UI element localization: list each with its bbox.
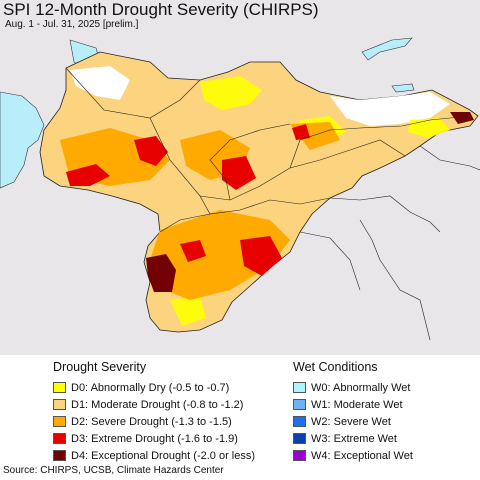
d3-patch-2 bbox=[66, 164, 110, 186]
legend-drought-severity: Drought Severity D0: Abnormally Dry (-0.… bbox=[53, 360, 255, 464]
swatch-w4 bbox=[293, 450, 306, 461]
swatch-w2 bbox=[293, 416, 306, 427]
d2-patch-afghan bbox=[150, 210, 290, 300]
legend-wet-conditions: Wet Conditions W0: Abnormally Wet W1: Mo… bbox=[293, 360, 413, 464]
swatch-d0 bbox=[53, 382, 66, 393]
legend-item-w0: W0: Abnormally Wet bbox=[293, 379, 413, 396]
legend-item-d2: D2: Severe Drought (-1.3 to -1.5) bbox=[53, 413, 255, 430]
legend-label-w0: W0: Abnormally Wet bbox=[311, 381, 411, 394]
lake-issyk-kul bbox=[391, 83, 415, 93]
map-title: SPI 12-Month Drought Severity (CHIRPS) bbox=[3, 0, 319, 19]
legend-item-d3: D3: Extreme Drought (-1.6 to -1.9) bbox=[53, 430, 255, 447]
legend-label-w4: W4: Exceptional Wet bbox=[311, 449, 413, 462]
outer-borders bbox=[329, 145, 480, 341]
swatch-w0 bbox=[293, 382, 306, 393]
d3-patch-4 bbox=[240, 236, 282, 276]
legend-label-d1: D1: Moderate Drought (-0.8 to -1.2) bbox=[71, 398, 244, 411]
lake-balkhash bbox=[361, 37, 413, 61]
d4-patch-2 bbox=[450, 112, 474, 124]
legend-label-d4: D4: Exceptional Drought (-2.0 or less) bbox=[71, 449, 256, 462]
d3-patch-1 bbox=[134, 136, 168, 166]
legend-item-d0: D0: Abnormally Dry (-0.5 to -0.7) bbox=[53, 379, 255, 396]
legend-item-w2: W2: Severe Wet bbox=[293, 413, 413, 430]
d4-patch-1 bbox=[146, 254, 176, 292]
swatch-w1 bbox=[293, 399, 306, 410]
d3-patch-6 bbox=[180, 240, 206, 262]
d3-patch-5 bbox=[292, 124, 310, 140]
legend-drought-title: Drought Severity bbox=[53, 360, 147, 374]
swatch-d2 bbox=[53, 416, 66, 427]
caspian-sea bbox=[0, 91, 45, 189]
legend-item-d1: D1: Moderate Drought (-0.8 to -1.2) bbox=[53, 396, 255, 413]
d0-patch-3 bbox=[408, 118, 450, 138]
legend-item-d4: D4: Exceptional Drought (-2.0 or less) bbox=[53, 447, 255, 464]
normal-patch-aral bbox=[70, 66, 130, 100]
legend-wet-title: Wet Conditions bbox=[293, 360, 378, 374]
legend-label-w3: W3: Extreme Wet bbox=[311, 432, 397, 445]
swatch-w3 bbox=[293, 433, 306, 444]
legend-label-d2: D2: Severe Drought (-1.3 to -1.5) bbox=[71, 415, 232, 428]
legend-item-w4: W4: Exceptional Wet bbox=[293, 447, 413, 464]
legend-label-d0: D0: Abnormally Dry (-0.5 to -0.7) bbox=[71, 381, 230, 394]
source-credit: Source: CHIRPS, UCSB, Climate Hazards Ce… bbox=[3, 465, 224, 476]
swatch-d1 bbox=[53, 399, 66, 410]
legend-label-d3: D3: Extreme Drought (-1.6 to -1.9) bbox=[71, 432, 238, 445]
drought-map bbox=[0, 0, 480, 355]
swatch-d4 bbox=[53, 450, 66, 461]
d3-patch-3 bbox=[222, 156, 256, 190]
legend-item-w1: W1: Moderate Wet bbox=[293, 396, 413, 413]
d0-patch-1 bbox=[200, 76, 262, 110]
d0-patch-4 bbox=[170, 296, 206, 326]
swatch-d3 bbox=[53, 433, 66, 444]
legend-label-w1: W1: Moderate Wet bbox=[311, 398, 403, 411]
normal-patch-north bbox=[330, 92, 450, 126]
legend-item-w3: W3: Extreme Wet bbox=[293, 430, 413, 447]
country-borders bbox=[65, 67, 471, 291]
map-subtitle: Aug. 1 - Jul. 31, 2025 [prelim.] bbox=[5, 19, 139, 30]
legend-label-w2: W2: Severe Wet bbox=[311, 415, 391, 428]
